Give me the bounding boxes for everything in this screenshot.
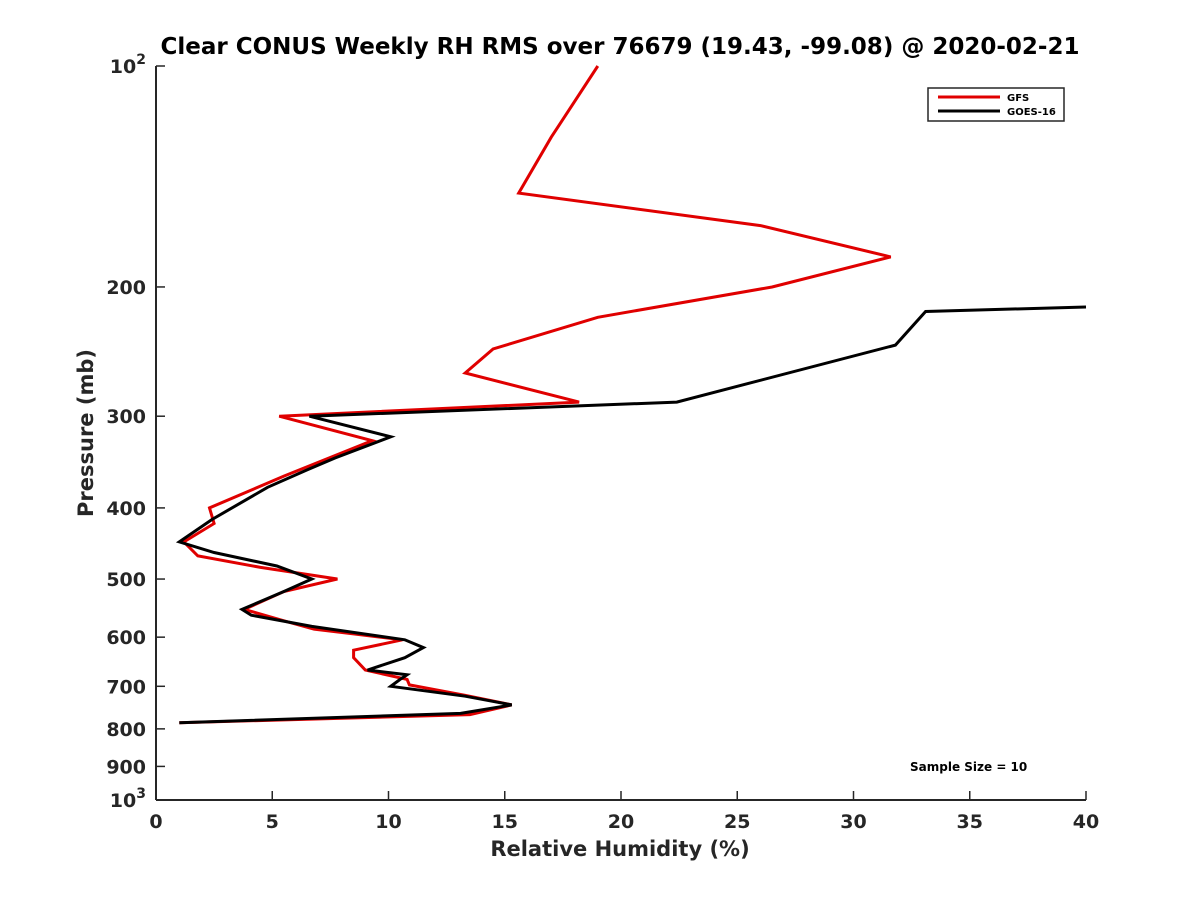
x-tick-label: 10 [375, 811, 401, 833]
y-tick-label: 800 [106, 719, 146, 741]
legend-label-gfs: GFS [1007, 93, 1029, 104]
legend-label-goes-16: GOES-16 [1007, 107, 1056, 118]
series-layer [175, 65, 1087, 725]
sample-size-annotation: Sample Size = 10 [910, 760, 1027, 774]
y-tick-label: 600 [106, 627, 146, 649]
chart-title: Clear CONUS Weekly RH RMS over 76679 (19… [161, 34, 1080, 60]
series-line-goes-16 [175, 305, 1087, 725]
legend: GFS GOES-16 [927, 87, 1065, 122]
x-tick-label: 30 [840, 811, 866, 833]
y-tick-label: 300 [106, 406, 146, 428]
series-line-gfs [179, 65, 892, 725]
y-tick-label: 700 [106, 676, 146, 698]
y-tick-label: 200 [106, 277, 146, 299]
x-tick-label: 0 [149, 811, 162, 833]
x-tick-label: 40 [1073, 811, 1099, 833]
y-tick-label: 400 [106, 498, 146, 520]
y-tick-label: 900 [106, 756, 146, 778]
y-axis-title: Pressure (mb) [74, 349, 98, 517]
legend-box [927, 87, 1065, 122]
x-tick-label: 15 [492, 811, 518, 833]
x-axis-title: Relative Humidity (%) [490, 837, 749, 861]
x-tick-label: 25 [724, 811, 750, 833]
axes-layer: 0 5 10 15 20 25 30 35 40 102 200 300 400 500 600 700 800… [106, 52, 1099, 833]
x-tick-label: 20 [608, 811, 634, 833]
x-tick-label: 5 [266, 811, 279, 833]
y-tick-label: 500 [106, 569, 146, 591]
y-tick-label: 102 [110, 52, 146, 78]
y-tick-label: 103 [110, 786, 146, 812]
x-tick-label: 35 [957, 811, 983, 833]
